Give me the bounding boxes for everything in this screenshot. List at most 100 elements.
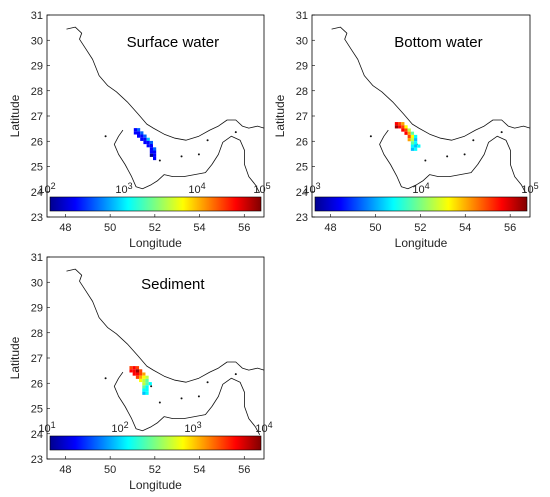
panel-title: Sediment [141,276,205,293]
y-tick-label: 23 [296,212,308,224]
plume-cell [407,138,411,142]
island-dot [206,139,209,142]
island-dot [180,155,183,158]
x-tick-label: 54 [193,222,205,234]
y-tick-label: 30 [296,35,308,47]
coastline-north [331,26,531,141]
island-dot [234,131,237,134]
island-dot [472,139,475,142]
plume-cell [407,131,411,135]
plume-cell [137,131,141,135]
x-tick-label: 56 [238,464,250,476]
x-tick-label: 56 [504,222,516,234]
x-axis-label: Longitude [129,236,182,250]
plume-cell [149,150,153,154]
plume-cell [143,137,147,141]
plot-frame [46,14,265,218]
plume-cell [148,382,152,386]
island-dot [158,159,161,162]
panel-sediment: Sediment 31 30 29 28 27 26 25 24 23 48 50 52 54 56 Lati… [8,252,273,492]
y-tick-label: 28 [296,86,308,98]
x-tick-label: 54 [459,222,471,234]
plume-cell [140,137,144,141]
plume-cell [135,366,140,370]
coastline-south [113,129,261,193]
x-tick-label: 52 [414,222,426,234]
plume-cell [414,144,418,148]
plume-cell [139,378,143,383]
plume-cell [407,128,411,132]
x-tick-label: 48 [324,222,336,234]
plume-cell [149,144,153,148]
plume-cell [142,391,146,395]
plume-cell [401,128,405,132]
plume-cell [394,125,399,129]
colorbar [49,435,262,451]
plume-cell [142,375,146,379]
plume-cell [404,125,408,129]
plume-cell [404,131,408,135]
y-tick-label: 28 [31,328,43,340]
y-tick-label: 26 [31,136,43,148]
x-tick-label: 52 [149,464,161,476]
x-axis-label: Longitude [129,478,182,492]
y-tick-label: 29 [296,61,308,73]
y-tick-label: 24 [296,187,308,199]
plume-cell [140,134,144,138]
plume-cell [153,156,157,161]
colorbar-tick-label: 103 [115,181,132,196]
plot-frame [46,256,265,460]
island-dot [206,381,209,384]
plume-cell [153,150,157,154]
panel-bottom: Bottom water 31 30 29 28 27 26 25 24 23 48 50 52 54 56… [273,10,539,250]
colorbar-tick-label: 101 [38,420,55,435]
y-tick-label: 27 [31,111,43,123]
y-tick-label: 30 [31,277,43,289]
y-tick-label: 29 [31,303,43,315]
plume-cell [145,388,149,392]
y-axis-label: Latitude [8,94,22,137]
panel-title: Bottom water [394,34,482,51]
plume-cell [410,131,415,135]
y-tick-label: 24 [31,187,43,199]
plume-cell [132,369,136,373]
colorbar-tick-label: 105 [521,181,538,196]
plume-cell [129,366,133,370]
plume-cell [140,131,144,135]
plume-cell [401,122,405,126]
plume-cell [135,372,140,376]
plume-cell [142,382,146,386]
plume-cell [410,144,415,148]
coastline-north [66,26,265,141]
plume-cell [142,372,146,376]
island-dot [104,377,107,380]
y-axis-label: Latitude [8,336,22,379]
plume-cell [414,147,418,151]
plume-cell [394,122,399,126]
y-tick-label: 31 [31,10,43,22]
island-dot [234,373,237,376]
island-dot [158,401,161,404]
coastline-south [379,129,526,193]
plot-frame [311,14,531,218]
plume-cell [146,137,150,141]
plume-cell [139,369,143,373]
island-dot [369,135,372,138]
plume-cell [414,138,418,142]
colorbar-tick-label: 102 [38,181,55,196]
plume-cell [145,375,149,379]
colorbar [49,196,262,212]
y-tick-label: 27 [296,111,308,123]
plume-cell [145,378,149,383]
y-tick-label: 30 [31,35,43,47]
plume-cell [143,140,147,145]
plume-cell [145,382,149,386]
plume-cell [142,378,146,383]
panel-title: Surface water [127,34,220,51]
island-dot [197,153,200,156]
x-tick-label: 50 [104,464,116,476]
x-axis-label: Longitude [395,236,448,250]
y-tick-label: 25 [31,404,43,416]
colorbar-tick-label: 104 [412,181,429,196]
